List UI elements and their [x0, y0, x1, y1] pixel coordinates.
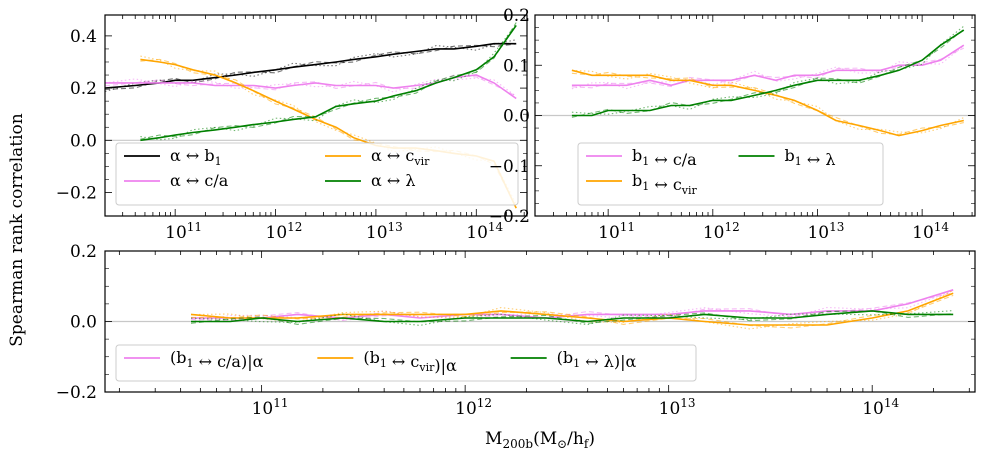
legend-label: (b1 ↔ c/a)|α — [170, 348, 264, 371]
y-tick-label: 0.1 — [503, 56, 530, 76]
y-tick-label: −0.2 — [56, 383, 97, 403]
legend: α ↔ b1 α ↔ c/a α ↔ cvir α ↔ λ — [115, 142, 519, 206]
axes-frame — [534, 14, 976, 217]
x-tick-label: 1011 — [598, 220, 635, 243]
series-line — [104, 42, 517, 89]
series-variant-dotted — [190, 289, 954, 330]
series-variant-dotted — [571, 69, 965, 134]
legend-box — [115, 344, 697, 382]
y-tick-label: 0.0 — [503, 107, 530, 127]
legend-label: α ↔ λ — [371, 171, 416, 190]
legend-label: α ↔ b1 — [170, 146, 222, 168]
series-variant-dashed — [140, 22, 517, 140]
series-line — [571, 29, 965, 117]
series-line — [105, 74, 517, 100]
series-variant-dashed — [571, 47, 965, 89]
y-tick-label: 0.4 — [70, 27, 97, 47]
y-tick-label: 0.2 — [70, 242, 97, 262]
x-tick-label: 1013 — [366, 220, 403, 243]
y-tick-label: 0.2 — [503, 6, 530, 26]
legend-label: b1 ↔ cvir — [632, 171, 698, 197]
series-line — [191, 310, 954, 323]
panel-bottom: 1011 1012 1013 1014−0.20.00.2(b1 ↔ c/a)|α (b… — [56, 242, 976, 419]
y-tick-label: 0.0 — [70, 131, 97, 151]
x-tick-label: 1012 — [455, 396, 492, 419]
legend-box — [115, 142, 519, 206]
x-tick-label: 1014 — [912, 220, 949, 243]
legend-box — [577, 142, 884, 206]
legend-label: α ↔ c/a — [170, 171, 229, 190]
legend: (b1 ↔ c/a)|α (b1 ↔ cvir)|α (b1 ↔ λ)|α — [115, 344, 697, 382]
series-variant-dotted — [104, 39, 517, 93]
x-tick-label: 1013 — [659, 396, 696, 419]
y-tick-label: 0.2 — [70, 79, 97, 99]
series-variant-dotted — [571, 45, 965, 90]
series-line — [140, 24, 517, 142]
series-variant-dashed — [571, 28, 965, 118]
x-tick-label: 1014 — [862, 396, 899, 419]
series-line — [571, 69, 964, 137]
y-tick-label: 0.0 — [70, 313, 97, 333]
figure-xlabel: M200b(M⊙/hf) — [485, 429, 595, 451]
x-tick-label: 1012 — [703, 220, 740, 243]
legend-label: b1 ↔ c/a — [632, 146, 697, 169]
panel-top-right: 1011 1012 1013 1014 −0.2 −0.1 0.0 0.1 0.2 b1 ↔ c/… — [489, 6, 976, 243]
series-variant-dotted — [140, 23, 517, 141]
x-tick-label: 1013 — [807, 220, 844, 243]
y-tick-label: −0.2 — [56, 184, 97, 204]
axes-frame — [104, 14, 528, 217]
x-tick-label: 1012 — [266, 220, 303, 243]
panels: 1011 1012 1013 1014−0.20.00.20.4α ↔ b1α ↔ c… — [56, 6, 976, 419]
legend: b1 ↔ c/ab1 ↔ cvir b1 ↔ λ — [577, 142, 884, 206]
y-tick-label: −0.2 — [489, 207, 530, 227]
legend-label: (b1 ↔ λ)|α — [557, 348, 637, 371]
series-variant-dotted — [571, 25, 965, 115]
x-tick-label: 1014 — [466, 220, 503, 243]
series-variant-dashed — [571, 71, 964, 135]
axes-frame — [104, 250, 976, 393]
x-tick-label: 1011 — [252, 396, 289, 419]
panel-top-left: 1011 1012 1013 1014−0.20.00.20.4α ↔ b1α ↔ c… — [56, 14, 528, 243]
series-variant-dotted — [104, 77, 517, 97]
legend-label: α ↔ cvir — [371, 146, 430, 168]
series-line — [190, 292, 954, 326]
figure-ylabel: Spearman rank correlation — [7, 113, 27, 347]
y-tick-label: −0.1 — [489, 157, 530, 177]
legend-label: b1 ↔ λ — [785, 146, 836, 169]
x-tick-label: 1011 — [165, 220, 202, 243]
legend-label: (b1 ↔ cvir)|α — [363, 348, 457, 375]
series-line — [571, 44, 965, 87]
